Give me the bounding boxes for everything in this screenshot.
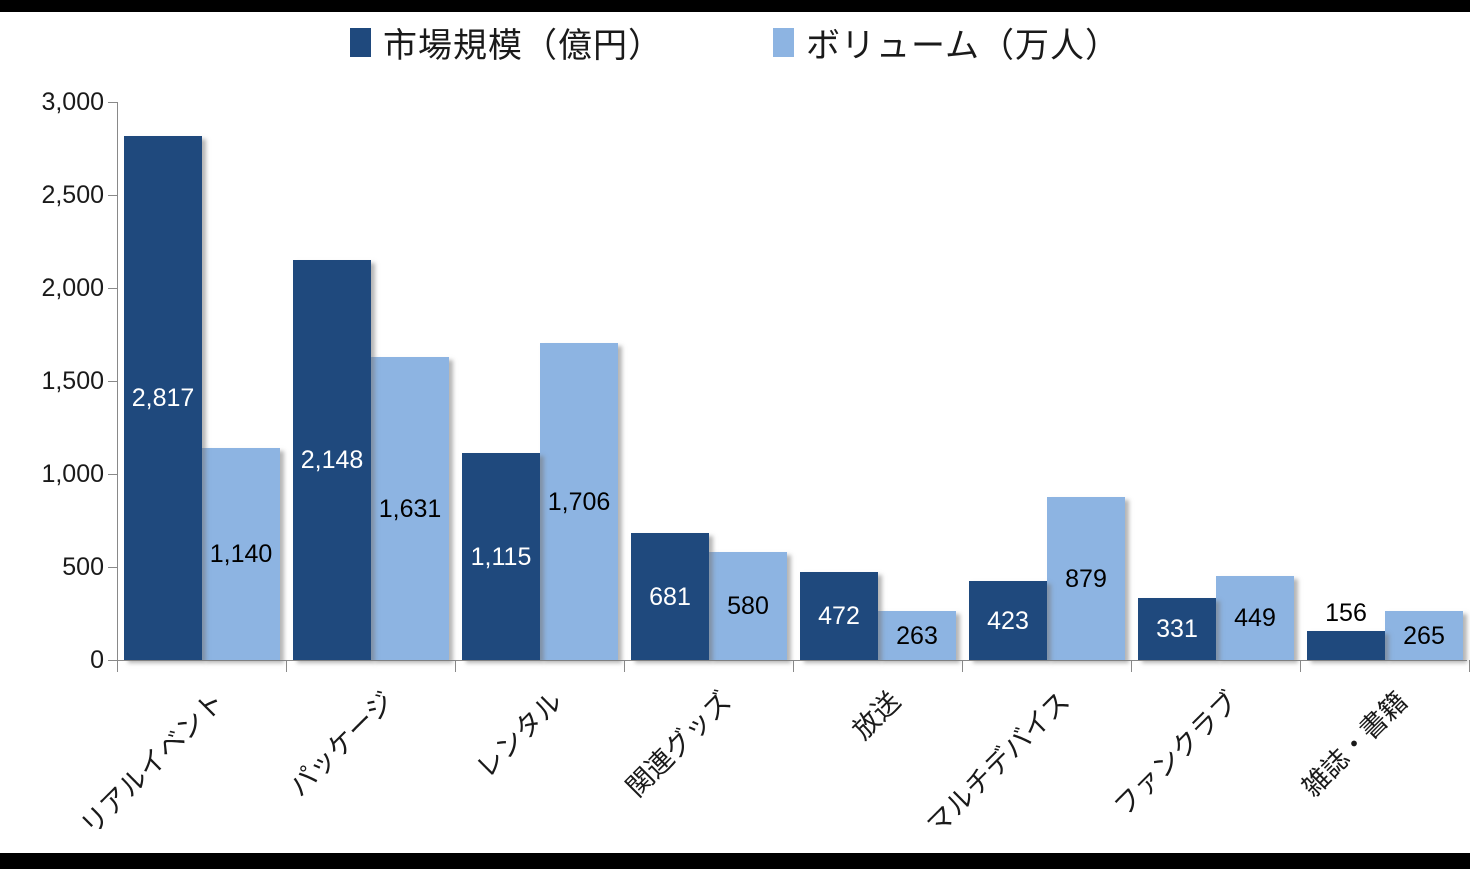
x-axis-tick [117, 660, 118, 672]
bar-value-label: 156 [1325, 599, 1367, 627]
y-axis-tick-label: 3,000 [41, 88, 104, 116]
y-axis-tick [108, 567, 117, 568]
x-axis-line [117, 660, 1467, 661]
x-axis-label: パッケージ [282, 686, 400, 803]
bar-value-label: 472 [818, 602, 860, 630]
legend-item-volume: ボリューム（万人） [773, 18, 1120, 67]
legend-label-market-size: 市場規模（億円） [383, 27, 663, 65]
bar-value-label: 879 [1065, 564, 1107, 593]
bar-market-size-4 [800, 572, 878, 660]
bar-volume-1 [371, 357, 449, 660]
x-axis-label: レンタル [470, 686, 569, 784]
legend-swatch-volume [773, 28, 794, 57]
y-axis-tick [108, 195, 117, 196]
y-axis-tick-label: 1,000 [41, 460, 104, 488]
y-axis-line [117, 102, 118, 661]
legend: 市場規模（億円） ボリューム（万人） [0, 18, 1470, 67]
x-axis-label: リアルイベント [75, 686, 231, 841]
y-axis-tick [108, 474, 117, 475]
bar-market-size-3 [631, 533, 709, 660]
bar-value-label: 1,706 [547, 487, 611, 516]
x-axis-tick [962, 660, 963, 672]
legend-item-market-size: 市場規模（億円） [350, 18, 663, 67]
x-axis-tick [455, 660, 456, 672]
x-axis-label: ファンクラブ [1108, 686, 1245, 822]
x-axis-label: 雑誌・書籍 [1296, 686, 1414, 803]
legend-swatch-market-size [350, 28, 371, 57]
x-axis-tick [1300, 660, 1301, 672]
bar-value-label: 331 [1156, 615, 1198, 643]
bar-market-size-5 [969, 581, 1047, 660]
bar-value-label: 423 [987, 606, 1029, 635]
bar-value-label: 1,631 [378, 494, 442, 523]
x-axis-tick [793, 660, 794, 672]
y-axis-tick [108, 381, 117, 382]
bar-market-size-2 [462, 453, 540, 660]
y-axis-tick-label: 0 [90, 646, 104, 674]
y-axis-tick-label: 1,500 [41, 367, 104, 395]
y-axis-tick-label: 500 [62, 553, 104, 581]
bar-value-label: 1,115 [470, 542, 532, 571]
bar-volume-4 [878, 611, 956, 660]
bar-volume-2 [540, 343, 618, 660]
x-axis-tick [624, 660, 625, 672]
x-axis-label: マルチデバイス [920, 686, 1076, 841]
bar-value-label: 2,817 [131, 384, 195, 412]
bar-value-label: 580 [727, 592, 769, 620]
bar-value-label: 2,148 [300, 446, 364, 474]
chart-canvas: 市場規模（億円） ボリューム（万人） 0 500 1,000 1,500 2,000 2,… [0, 12, 1470, 853]
y-axis-tick [108, 288, 117, 289]
bar-volume-7 [1385, 611, 1463, 660]
bar-value-label: 449 [1234, 604, 1276, 632]
bar-value-label: 681 [649, 582, 691, 611]
bar-value-label: 1,140 [209, 540, 273, 568]
bar-market-size-6 [1138, 598, 1216, 660]
bar-volume-5 [1047, 497, 1125, 660]
y-axis-tick [108, 660, 117, 661]
x-axis-label: 関連グッズ [620, 686, 738, 803]
y-axis-tick-label: 2,500 [41, 181, 104, 209]
bar-market-size-1 [293, 260, 371, 660]
bar-market-size-7 [1307, 631, 1385, 660]
y-axis-tick [108, 102, 117, 103]
bar-market-size-0 [124, 136, 202, 660]
x-axis-tick [286, 660, 287, 672]
bar-value-label: 265 [1403, 621, 1445, 650]
bar-volume-3 [709, 552, 787, 660]
bar-volume-6 [1216, 576, 1294, 660]
y-axis-tick-label: 2,000 [41, 274, 104, 302]
legend-label-volume: ボリューム（万人） [806, 27, 1120, 65]
x-axis-label: 放送 [846, 686, 907, 746]
bar-volume-0 [202, 448, 280, 660]
x-axis-tick [1131, 660, 1132, 672]
bar-value-label: 263 [896, 621, 938, 650]
